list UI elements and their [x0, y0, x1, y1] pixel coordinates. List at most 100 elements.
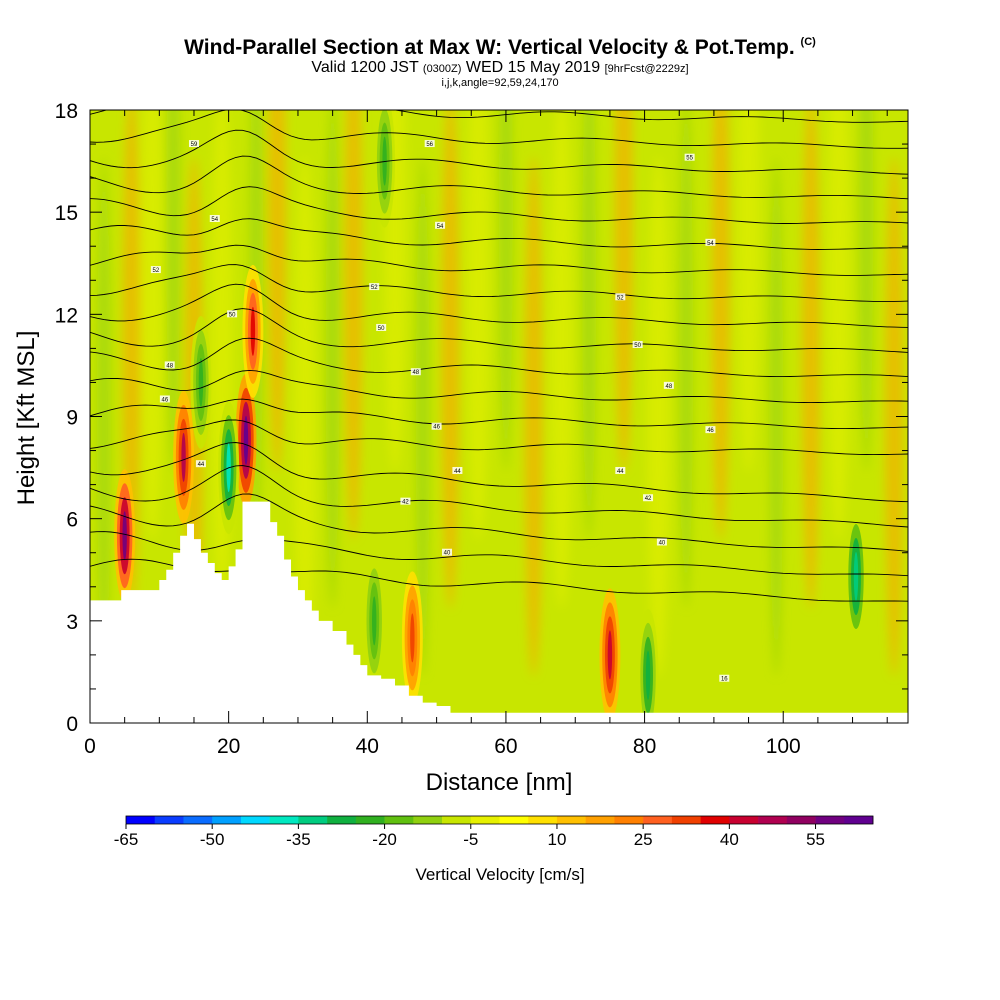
colorbar-tick-label: 40	[720, 830, 739, 849]
isentrope-label: 55	[686, 156, 693, 162]
colorbar-swatch	[154, 816, 184, 824]
colorbar-label: Vertical Velocity [cm/s]	[415, 865, 584, 884]
isentrope-label-bg	[410, 368, 421, 376]
updraft-core	[242, 264, 264, 398]
wave-band	[524, 156, 543, 677]
velocity-field: 59 56 55 54 54 54 52 52 52 50 50 50 48 48 48 46 46 46 44 44…	[90, 110, 908, 723]
colorbar-swatch	[815, 816, 845, 824]
isentrope-label-bg	[424, 140, 435, 148]
y-tick-label: 12	[55, 304, 78, 327]
y-tick-label: 6	[66, 509, 78, 532]
colorbar-swatch	[528, 816, 558, 824]
isentrope-label: 48	[665, 384, 672, 390]
colorbar-swatch	[183, 816, 213, 824]
isentrope-label-bg	[442, 548, 453, 556]
isentrope	[90, 398, 908, 430]
x-axis-label: Distance [nm]	[426, 769, 573, 796]
isentrope-label-bg	[719, 674, 730, 682]
isentrope-label: 44	[617, 469, 624, 475]
isentrope	[90, 244, 908, 276]
wave-band	[769, 156, 784, 677]
wave-band	[582, 110, 597, 541]
colorbar-swatch	[614, 816, 644, 824]
isentrope-label: 54	[707, 241, 714, 247]
isentrope-label: 16	[721, 677, 728, 683]
colorbar-swatch	[269, 816, 299, 824]
isentrope-label-bg	[195, 460, 206, 468]
colorbar-tick-label: 55	[806, 830, 825, 849]
isentrope-label: 48	[166, 363, 173, 369]
isentrope-label: 54	[211, 217, 218, 223]
isentrope	[90, 493, 908, 552]
downdraft-core	[374, 110, 396, 228]
isentrope-label-bg	[632, 340, 643, 348]
isentrope-label: 52	[617, 295, 624, 301]
x-tick-label: 20	[217, 735, 240, 758]
isentrope-label-bg	[209, 214, 220, 222]
isentrope-label: 56	[426, 142, 433, 148]
wave-band	[498, 110, 513, 473]
isentrope	[90, 155, 908, 200]
x-tick-label: 40	[356, 735, 379, 758]
chart-subtitle: Valid 1200 JST (0300Z) WED 15 May 2019 […	[311, 59, 689, 76]
isentrope-label: 46	[162, 397, 169, 403]
x-tick-label: 0	[84, 735, 96, 758]
isentrope-label-bg	[615, 293, 626, 301]
isentrope-label-bg	[615, 466, 626, 474]
isentrope-label-bg	[656, 538, 667, 546]
isentrope-label-bg	[188, 140, 199, 148]
wave-band	[647, 156, 670, 677]
colorbar-swatch	[556, 816, 586, 824]
isentrope-label-bg	[227, 310, 238, 318]
colorbar-swatch	[413, 816, 443, 824]
colorbar-swatch	[240, 816, 270, 824]
colorbar-swatch	[700, 816, 730, 824]
colorbar	[125, 815, 874, 825]
isentrope	[90, 283, 908, 328]
isentrope	[90, 465, 908, 528]
isentrope	[90, 308, 908, 353]
y-tick-label: 15	[55, 202, 78, 225]
wave-band	[801, 110, 820, 609]
isentrope-label-bg	[376, 323, 387, 331]
colorbar-swatch	[671, 816, 701, 824]
colorbar-swatch	[470, 816, 500, 824]
y-tick-label: 3	[66, 611, 78, 634]
isentrope-label-bg	[435, 221, 446, 229]
colorbar-swatch	[126, 816, 156, 824]
wave-band	[96, 156, 111, 677]
colorbar-tick-label: 25	[634, 830, 653, 849]
wave-band	[166, 110, 181, 473]
isentrope-label: 59	[191, 142, 198, 148]
x-tick-label: 60	[494, 735, 517, 758]
wave-band	[141, 110, 164, 541]
colorbar-swatch	[442, 816, 472, 824]
isentrope-label-bg	[452, 466, 463, 474]
colorbar-tick-label: -65	[114, 830, 139, 849]
colorbar-swatch	[758, 816, 788, 824]
wave-band	[737, 110, 760, 473]
isentrope-label-bg	[150, 266, 161, 274]
updraft-core	[401, 571, 423, 705]
colorbar-tick-label: -50	[200, 830, 225, 849]
wave-band	[467, 110, 490, 541]
colorbar-swatch	[499, 816, 529, 824]
wave-band	[325, 110, 340, 609]
isentrope-label-bg	[164, 361, 175, 369]
isentrope	[90, 186, 908, 224]
wave-band	[293, 156, 316, 677]
isentrope-label-bg	[431, 422, 442, 430]
wave-band	[827, 110, 850, 541]
colorbar-swatch	[212, 816, 242, 824]
isentrope	[90, 110, 908, 123]
wave-band	[614, 110, 633, 473]
isentrope-label: 40	[444, 551, 451, 557]
x-tick-label: 100	[766, 735, 801, 758]
isentrope	[90, 218, 908, 250]
wave-band	[711, 110, 730, 541]
y-axis-label: Height [Kft MSL]	[13, 331, 40, 506]
colorbar-swatch	[298, 816, 328, 824]
colorbar-tick-label: -35	[286, 830, 311, 849]
colorbar-swatch	[643, 816, 673, 824]
